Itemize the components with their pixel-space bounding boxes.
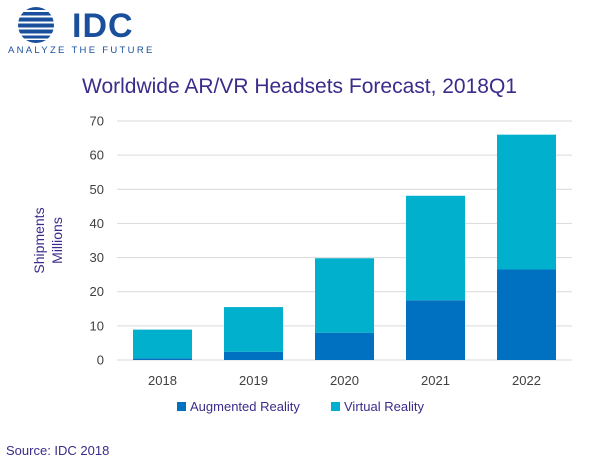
y-tick-label-70: 70 bbox=[90, 114, 104, 129]
legend: Augmented Reality Virtual Reality bbox=[177, 399, 424, 414]
legend-swatch-virtual-reality bbox=[331, 402, 340, 411]
bar-augmented-reality-2020 bbox=[315, 332, 374, 360]
bar-virtual-reality-2019 bbox=[224, 307, 283, 352]
brand-tagline: ANALYZE THE FUTURE bbox=[8, 45, 155, 56]
bar-virtual-reality-2018 bbox=[133, 329, 192, 359]
y-axis-label: Shipments Millions bbox=[31, 207, 65, 273]
y-tick-label-60: 60 bbox=[90, 148, 104, 163]
y-tick-label-20: 20 bbox=[90, 284, 104, 299]
bar-virtual-reality-2021 bbox=[406, 195, 465, 301]
bar-augmented-reality-2018 bbox=[133, 358, 192, 360]
y-axis-label-line-2: Millions bbox=[49, 217, 65, 264]
y-tick-label-10: 10 bbox=[90, 318, 104, 333]
bar-virtual-reality-2022 bbox=[497, 134, 556, 270]
bar-chart: 0 10 20 30 40 50 60 70 2018 2019 2020 2021 2022 Ship… bbox=[31, 114, 572, 414]
legend-swatch-augmented-reality bbox=[177, 402, 186, 411]
axis-ticks: 0 10 20 30 40 50 60 70 2018 2019 2020 2021 2022 bbox=[90, 114, 541, 389]
x-tick-label-2021: 2021 bbox=[421, 373, 450, 388]
x-tick-label-2019: 2019 bbox=[239, 373, 268, 388]
y-tick-label-40: 40 bbox=[90, 216, 104, 231]
idc-logo: IDC ANALYZE THE FUTURE bbox=[6, 5, 156, 56]
legend-label-augmented-reality: Augmented Reality bbox=[190, 399, 300, 414]
chart-title: Worldwide AR/VR Headsets Forecast, 2018Q… bbox=[82, 75, 517, 98]
source-note: Source: IDC 2018 bbox=[6, 443, 110, 458]
globe-icon bbox=[18, 7, 54, 43]
bar-augmented-reality-2022 bbox=[497, 269, 556, 360]
y-tick-label-50: 50 bbox=[90, 182, 104, 197]
legend-label-virtual-reality: Virtual Reality bbox=[344, 399, 424, 414]
x-tick-label-2022: 2022 bbox=[512, 373, 541, 388]
x-tick-label-2020: 2020 bbox=[330, 373, 359, 388]
y-tick-label-0: 0 bbox=[97, 353, 104, 368]
y-tick-label-30: 30 bbox=[90, 250, 104, 265]
bar-virtual-reality-2020 bbox=[315, 258, 374, 333]
y-axis-label-line-1: Shipments bbox=[31, 207, 47, 273]
bar-augmented-reality-2019 bbox=[224, 351, 283, 360]
x-tick-label-2018: 2018 bbox=[148, 373, 177, 388]
bar-augmented-reality-2021 bbox=[406, 300, 465, 360]
bars bbox=[133, 134, 556, 360]
brand-name: IDC bbox=[72, 7, 134, 45]
